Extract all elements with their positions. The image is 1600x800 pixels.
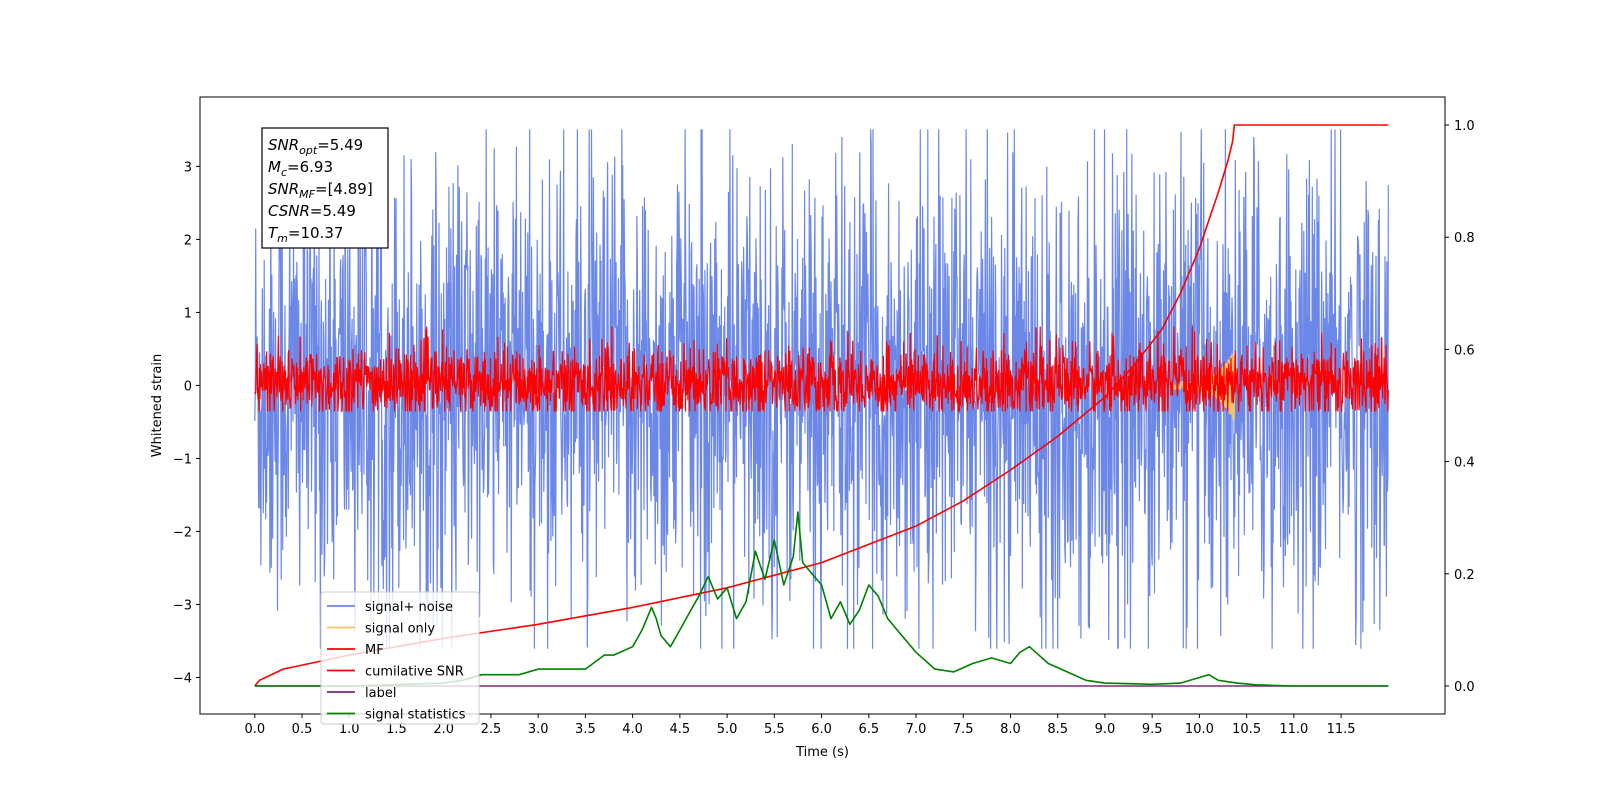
legend-label: label <box>365 686 396 701</box>
x-axis-title: Time (s) <box>795 745 849 760</box>
x-tick-label: 7.5 <box>953 722 974 737</box>
y-tick-label-left: 3 <box>184 160 192 175</box>
annotation-line: Tm=10.37 <box>268 224 343 245</box>
x-tick-label: 0.5 <box>292 722 313 737</box>
annotation-line: CSNR=5.49 <box>268 202 356 220</box>
annotation-line: SNRopt=5.49 <box>268 136 363 157</box>
y-tick-label-right: 0.8 <box>1454 231 1475 246</box>
y-tick-label-right: 0.6 <box>1454 343 1475 358</box>
y-tick-label-left: −4 <box>173 671 192 686</box>
x-tick-label: 0.0 <box>244 722 265 737</box>
y-tick-label-right: 0.2 <box>1454 568 1475 583</box>
series-line-mf <box>254 326 1389 412</box>
x-tick-label: 11.0 <box>1279 722 1308 737</box>
legend-label: cumilative SNR <box>365 665 464 680</box>
x-tick-label: 2.5 <box>481 722 502 737</box>
x-tick-label: 9.0 <box>1095 722 1116 737</box>
legend-label: signal statistics <box>365 708 466 723</box>
x-tick-label: 10.5 <box>1232 722 1261 737</box>
x-tick-label: 4.0 <box>622 722 643 737</box>
x-tick-label: 6.0 <box>811 722 832 737</box>
x-tick-label: 8.5 <box>1047 722 1068 737</box>
x-tick-label: 1.0 <box>339 722 360 737</box>
x-tick-label: 3.5 <box>575 722 596 737</box>
series-line-signal-statistics <box>254 511 1389 687</box>
x-tick-label: 9.5 <box>1142 722 1163 737</box>
y-tick-label-right: 0.4 <box>1454 456 1475 471</box>
annotation-line: SNRMF=[4.89] <box>268 180 373 201</box>
y-tick-label-left: 2 <box>184 233 192 248</box>
legend-label: signal+ noise <box>365 600 453 615</box>
y-tick-label-left: 1 <box>184 306 192 321</box>
x-tick-label: 4.5 <box>670 722 691 737</box>
y-tick-label-left: −1 <box>173 452 192 467</box>
y-tick-label-left: −2 <box>173 525 192 540</box>
y-axis-title: Whitened strain <box>150 354 165 457</box>
plot-frame <box>199 96 1446 715</box>
x-tick-label: 7.0 <box>906 722 927 737</box>
x-tick-label: 6.5 <box>858 722 879 737</box>
legend-box <box>320 591 480 725</box>
x-tick-label: 1.5 <box>386 722 407 737</box>
y-tick-label-right: 0.0 <box>1454 680 1475 695</box>
legend-label: signal only <box>365 622 435 637</box>
y-tick-label-left: −3 <box>173 598 192 613</box>
legend-label: MF <box>365 643 384 658</box>
y-tick-label-left: 0 <box>184 379 192 394</box>
x-tick-label: 5.5 <box>764 722 785 737</box>
annotation-line: Mc=6.93 <box>268 158 333 179</box>
x-tick-label: 11.5 <box>1327 722 1356 737</box>
x-tick-label: 5.0 <box>717 722 738 737</box>
x-tick-label: 3.0 <box>528 722 549 737</box>
annotation-box <box>261 127 389 249</box>
x-tick-label: 2.0 <box>433 722 454 737</box>
series-line-signal-noise <box>254 129 1389 649</box>
y-tick-label-right: 1.0 <box>1454 119 1475 134</box>
x-tick-label: 8.0 <box>1000 722 1021 737</box>
x-tick-label: 10.0 <box>1185 722 1214 737</box>
